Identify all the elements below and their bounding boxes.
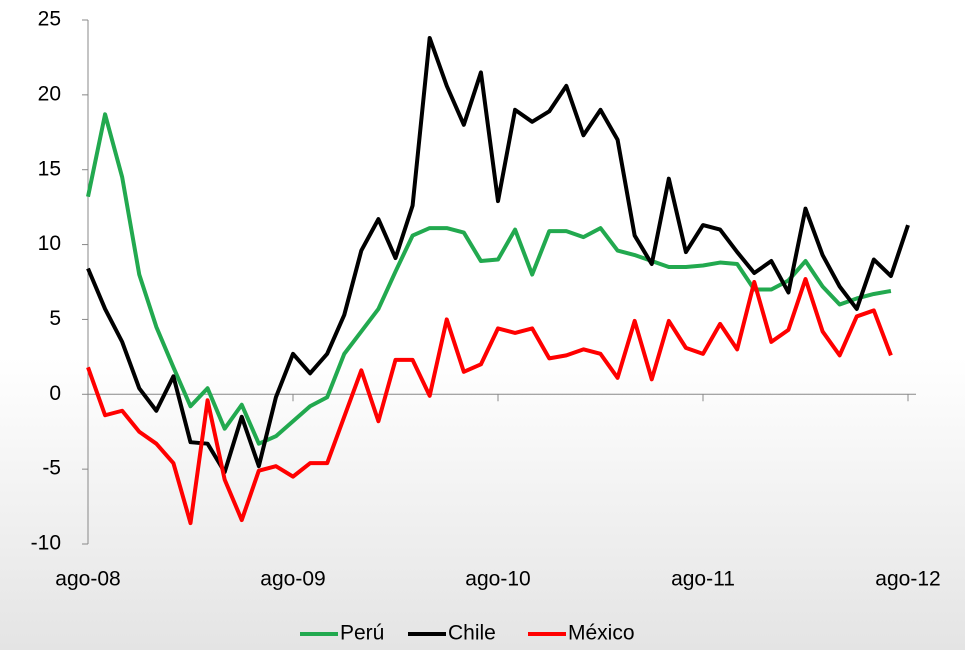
- x-tick-label: ago-09: [260, 568, 325, 591]
- y-tick-label: 5: [49, 307, 61, 330]
- y-tick-label: 25: [38, 8, 61, 31]
- y-tick-label: -5: [42, 457, 61, 480]
- x-tick-label: ago-11: [671, 568, 735, 591]
- legend-label: México: [568, 622, 635, 645]
- y-tick-label: 15: [38, 157, 61, 180]
- legend-label: Perú: [340, 622, 384, 645]
- y-tick-label: 0: [49, 382, 61, 405]
- y-tick-label: -10: [31, 532, 61, 555]
- x-tick-label: ago-10: [465, 568, 530, 591]
- y-tick-label: 20: [38, 82, 61, 105]
- series-line: [86, 277, 893, 526]
- legend-label: Chile: [448, 622, 496, 645]
- x-tick-label: ago-12: [875, 568, 940, 591]
- x-tick-label: ago-08: [55, 568, 120, 591]
- y-tick-label: 10: [38, 232, 61, 255]
